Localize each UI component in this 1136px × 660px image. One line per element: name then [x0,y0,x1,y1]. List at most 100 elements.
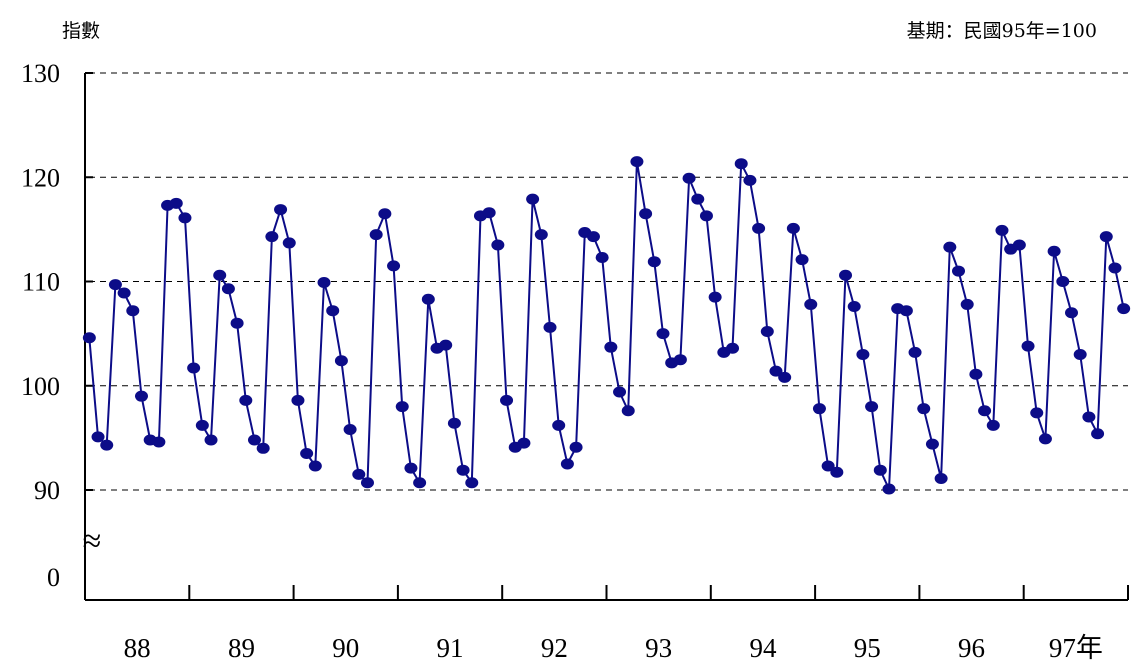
data-point [178,212,192,224]
data-point [969,368,983,380]
x-tick-label: 88 [124,633,151,660]
data-point [917,403,931,415]
data-point [404,462,418,474]
data-point [882,483,896,495]
y-tick-label: 0 [47,563,60,592]
x-tick-label: 91 [437,633,464,660]
data-point [274,204,288,216]
data-point [1117,303,1131,315]
data-point [465,477,479,489]
data-point [656,328,670,340]
x-tick-label: 95 [854,633,881,660]
data-point [352,468,366,480]
data-point [960,298,974,310]
data-point [639,208,653,220]
data-point [169,197,183,209]
data-point [439,339,453,351]
gridlines [89,72,1128,491]
data-point [899,305,913,317]
data-point [952,265,966,277]
data-point [369,229,383,241]
data-point [187,362,201,374]
data-point [778,371,792,383]
data-point [604,341,618,353]
y-tick-label: 120 [21,163,60,192]
data-point [117,287,131,299]
data-point [413,477,427,489]
data-point [804,298,818,310]
x-tick-label: 96 [958,633,985,660]
data-point [447,417,461,429]
data-point [326,305,340,317]
data-point [1065,307,1079,319]
data-point [265,231,279,243]
data-point [134,390,148,402]
data-point [221,283,235,295]
data-point [786,222,800,234]
data-point [865,401,879,413]
data-point [291,394,305,406]
data-point [491,239,505,251]
data-point [682,172,696,184]
axis-break-symbol: ≈ [83,523,102,560]
data-point [152,436,166,448]
data-point [839,269,853,281]
data-point [691,193,705,205]
data-point [708,291,722,303]
data-point [1012,239,1026,251]
data-point [343,424,357,436]
x-tick-label: 89 [228,633,255,660]
data-point [986,419,1000,431]
data-point [552,419,566,431]
data-point [308,460,322,472]
axes [84,72,1129,601]
data-point [387,260,401,272]
data-point [317,277,331,289]
data-point [1038,433,1052,445]
data-point [821,460,835,472]
y-tick-label: 110 [22,268,60,297]
data-point [456,464,470,476]
series-line-group [88,159,1125,490]
x-tick-label: 93 [645,633,672,660]
data-point [830,466,844,478]
data-point [925,438,939,450]
data-point [760,326,774,338]
data-point [378,208,392,220]
data-point [526,193,540,205]
data-point [543,321,557,333]
x-tick-label: 92 [541,633,568,660]
data-point [126,305,140,317]
y-tick-label: 130 [21,59,60,88]
x-tick-label: 90 [332,633,359,660]
data-point [100,439,114,451]
data-point [282,237,296,249]
y-tick-label: 90 [34,476,60,505]
data-point [734,158,748,170]
data-point [752,222,766,234]
data-point [856,348,870,360]
data-point [673,354,687,366]
data-point [91,431,105,443]
data-point [613,386,627,398]
data-point [586,231,600,243]
tick-labels: 130 120 110 100 90 0 ≈88 89 90 91 92 93 94 95 96 97年 [21,59,1103,660]
data-point [82,332,96,344]
data-point [1099,231,1113,243]
data-point [360,477,374,489]
data-point [239,394,253,406]
data-point [195,419,209,431]
y-tick-label: 100 [21,372,60,401]
x-tick-label: 97年 [1049,633,1103,660]
data-point [1030,407,1044,419]
data-point [630,156,644,168]
data-point [1056,276,1070,287]
data-point [569,441,583,453]
data-point [647,256,661,268]
series-line [88,159,1125,490]
data-point [1091,428,1105,440]
data-point [847,301,861,313]
data-point [1021,340,1035,352]
data-point [995,224,1009,236]
data-point [108,279,122,291]
